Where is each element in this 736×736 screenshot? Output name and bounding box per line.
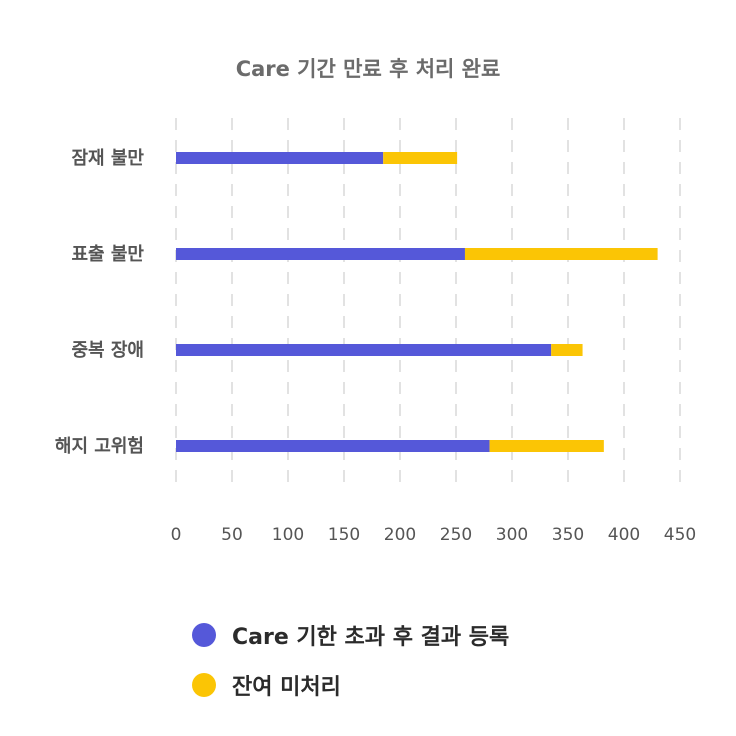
x-tick-label-400: 400 [608,525,640,545]
bar-series1-cat3[interactable] [489,440,604,452]
x-tick-label-50: 50 [221,525,243,545]
x-axis-ticks: 0 50 100 150 200 250 300 350 400 450 [171,525,697,545]
x-tick-label-100: 100 [272,525,304,545]
legend-swatch-overdue [192,623,216,647]
bars [176,152,658,452]
legend-label-remaining: 잔여 미처리 [232,675,341,700]
category-label-3: 해지 고위험 [55,435,144,457]
x-tick-label-200: 200 [384,525,416,545]
category-label-0: 잠재 불만 [71,148,144,169]
legend-item-overdue[interactable]: Care 기한 초과 후 결과 등록 [192,618,509,652]
legend-swatch-remaining [192,673,216,697]
bar-series0-cat2[interactable] [176,344,552,356]
bar-series0-cat1[interactable] [176,248,465,260]
bar-series0-cat3[interactable] [176,440,490,452]
bar-series1-cat1[interactable] [464,248,658,260]
x-tick-label-150: 150 [328,525,360,545]
x-tick-label-0: 0 [171,525,182,545]
legend-label-overdue: Care 기한 초과 후 결과 등록 [232,625,510,650]
legend-item-remaining[interactable]: 잔여 미처리 [192,668,509,702]
legend: Care 기한 초과 후 결과 등록 잔여 미처리 [192,618,509,718]
bar-series0-cat0[interactable] [176,152,384,164]
x-tick-label-450: 450 [664,525,696,545]
x-tick-label-250: 250 [440,525,472,545]
bar-series1-cat0[interactable] [383,152,458,164]
x-tick-label-300: 300 [496,525,528,545]
category-label-2: 중복 장애 [71,340,144,361]
grid-lines [175,118,681,490]
bar-series1-cat2[interactable] [551,344,583,356]
category-label-1: 표출 불만 [71,244,144,265]
chart-title: Care 기간 만료 후 처리 완료 [236,57,501,81]
x-tick-label-350: 350 [552,525,584,545]
